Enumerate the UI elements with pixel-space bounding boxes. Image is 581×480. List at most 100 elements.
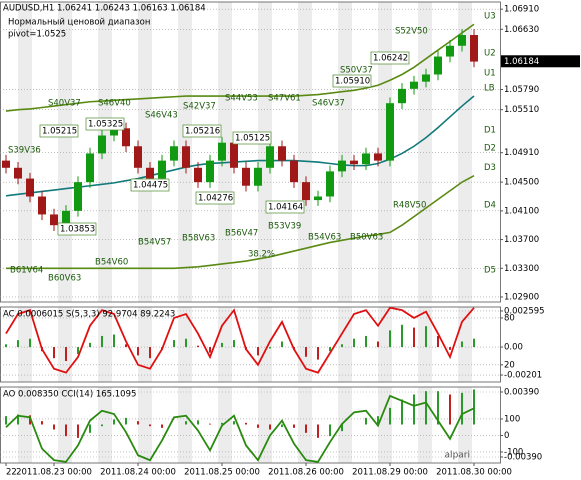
session-stripe — [378, 2, 392, 302]
y-tick-label: 100 — [504, 414, 520, 424]
session-stripe — [298, 307, 312, 382]
session-stripe — [338, 387, 352, 463]
price-box — [232, 131, 272, 145]
panel-frame — [0, 386, 501, 464]
session-stripe — [258, 2, 272, 302]
annotation: B60V63 — [48, 274, 81, 284]
annotation: U2 — [484, 49, 496, 59]
y2-tick-label: 0.002595 — [504, 306, 545, 316]
price-box — [85, 117, 125, 131]
x-tick-label: 2011.08.30 00:00 — [436, 468, 512, 478]
price-box-label: 1.05125 — [235, 134, 270, 144]
y-tick-label: 20 — [504, 360, 515, 370]
session-stripe — [18, 307, 32, 382]
candle-body — [158, 160, 166, 179]
price-box — [57, 222, 97, 236]
price-box-label: 1.05215 — [42, 127, 77, 137]
price-box-label: 1.04475 — [133, 181, 168, 191]
price-box — [370, 51, 410, 65]
price-box-label: 1.05325 — [88, 120, 123, 130]
candle-body — [206, 160, 214, 183]
candle-body — [374, 153, 382, 161]
session-stripe — [378, 387, 392, 463]
x-tick-label: 2011.08.23 00:00 — [16, 468, 92, 478]
price-box — [130, 178, 170, 192]
annotation: D2 — [484, 144, 496, 154]
session-stripe — [138, 307, 152, 382]
annotation: B54V60 — [95, 258, 128, 268]
annotation: D5 — [484, 266, 496, 276]
candle-body — [50, 214, 58, 226]
annotation: S52V50 — [395, 27, 428, 37]
price-box-label: 1.04164 — [268, 203, 303, 213]
candle-body — [338, 160, 346, 172]
chart-title: AUDUSD,H1 1.06241 1.06243 1.06163 1.0618… — [3, 4, 206, 14]
candle-body — [314, 196, 322, 201]
x-tick-label: 2011.08.29 00:00 — [352, 468, 428, 478]
y-tick-label: 1.04910 — [504, 148, 539, 158]
y-tick-label: 0 — [504, 431, 509, 441]
candle-body — [2, 160, 10, 168]
annotation: S46V37 — [312, 99, 345, 109]
y-tick-label: 1.02900 — [504, 292, 539, 302]
candle-body — [350, 160, 358, 165]
annotation: S46V40 — [98, 99, 131, 109]
candle-body — [278, 146, 286, 161]
candle-body — [446, 45, 454, 57]
y2-tick-label: -0.00390 — [504, 453, 542, 463]
y-tick-label: 1.03300 — [504, 264, 539, 274]
session-stripe — [418, 2, 432, 302]
annotation: B50V63 — [350, 233, 383, 243]
annotation: B54V57 — [138, 238, 171, 248]
session-stripe — [258, 387, 272, 463]
annotation: B54V63 — [308, 233, 341, 243]
candle-body — [230, 142, 238, 168]
session-stripe — [138, 2, 152, 302]
price-box — [195, 191, 235, 205]
x-tick-label: 2011.08.24 00:00 — [100, 468, 176, 478]
candle-body — [458, 35, 466, 46]
last-price-box — [501, 55, 580, 68]
price-box-label: 1.05216 — [185, 127, 220, 137]
panel-frame — [0, 1, 501, 303]
candle-body — [302, 182, 310, 201]
candle-body — [74, 182, 82, 211]
x-tick-label: 2011.08.25 00:00 — [184, 468, 260, 478]
annotation: S47V61 — [268, 94, 301, 104]
annotation: D4 — [484, 201, 496, 211]
price-box — [182, 124, 222, 138]
price-box — [332, 74, 372, 88]
price-box — [39, 124, 79, 138]
annotation: D1 — [484, 126, 496, 136]
session-stripe — [58, 2, 72, 302]
candle-body — [26, 178, 34, 197]
session-stripe — [98, 387, 112, 463]
chart-subtitle: Нормальный ценовой диапазон — [8, 18, 150, 28]
y-tick-label: 1.04100 — [504, 206, 539, 216]
candle-body — [38, 196, 46, 215]
panel-title: AC 0.0006015 S(5,3,3) 92.9704 89.2243 — [3, 310, 175, 320]
annotation: S40V37 — [48, 99, 81, 109]
candle-body — [98, 135, 106, 154]
y2-tick-label: 0.00 — [504, 343, 523, 353]
band-line — [5, 95, 475, 197]
candle-body — [242, 167, 250, 186]
annotation: B58V63 — [182, 234, 215, 244]
session-stripe — [458, 2, 472, 302]
candle-body — [434, 56, 442, 75]
annotation: S42V37 — [183, 102, 216, 112]
candle-body — [194, 167, 202, 183]
candle-body — [170, 146, 178, 161]
candle-body — [410, 81, 418, 89]
candle-body — [290, 160, 298, 183]
session-stripe — [58, 307, 72, 382]
price-box-label: 1.06242 — [373, 54, 408, 64]
price-box-label: 1.04276 — [198, 194, 233, 204]
band-line — [5, 23, 475, 112]
annotation: B61V64 — [10, 266, 43, 276]
session-stripe — [218, 387, 232, 463]
annotation: S46V43 — [145, 111, 178, 121]
legend-label: D3 — [484, 163, 496, 173]
